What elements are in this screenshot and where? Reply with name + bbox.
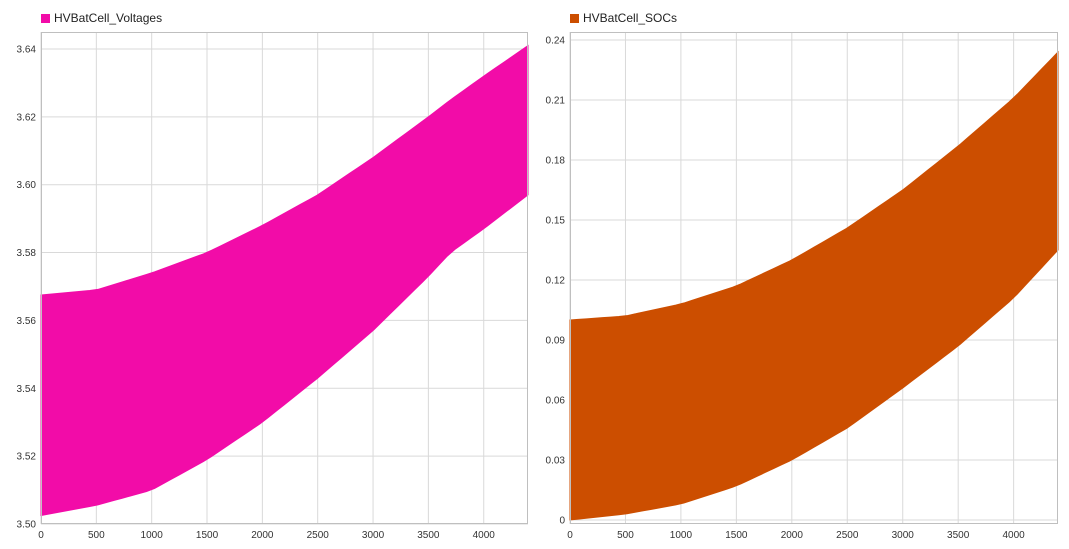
y-tick-label: 3.50 [17, 520, 37, 531]
x-tick-label: 3000 [362, 530, 385, 541]
y-tick-label: 3.64 [17, 44, 37, 55]
x-tick-label: 2500 [836, 530, 859, 541]
y-tick-label: 3.62 [17, 112, 37, 123]
x-tick-label: 1500 [196, 530, 219, 541]
plot-frame [570, 32, 1058, 524]
x-tick-label: 500 [617, 530, 634, 541]
x-tick-label: 3500 [947, 530, 970, 541]
x-tick-label: 3500 [417, 530, 440, 541]
y-tick-label: 3.58 [17, 248, 37, 259]
x-tick-label: 1500 [725, 530, 748, 541]
legend-label-socs: HVBatCell_SOCs [583, 11, 678, 25]
y-tick-label: 3.56 [17, 316, 37, 327]
socs-chart-panel: HVBatCell_SOCs 0 500 1000 1500 2000 2500 3000 3… [534, 0, 1069, 544]
voltages-chart-panel: HVBatCell_Voltages 0 500 1000 1500 2000 2500 3… [0, 0, 534, 544]
x-tick-label: 0 [38, 530, 44, 541]
y-tick-label: 0.21 [546, 96, 566, 107]
y-tick-label: 0 [559, 516, 565, 527]
y-tick-label: 3.60 [17, 180, 37, 191]
y-tick-label: 3.52 [17, 452, 37, 463]
legend[interactable]: HVBatCell_SOCs [570, 11, 677, 25]
x-tick-label: 2000 [781, 530, 804, 541]
legend-label-voltages: HVBatCell_Voltages [54, 11, 163, 25]
plot-frame [41, 32, 528, 524]
y-tick-label: 0.15 [546, 216, 566, 227]
y-tick-label: 0.18 [546, 156, 566, 167]
legend[interactable]: HVBatCell_Voltages [41, 11, 162, 25]
x-tick-label: 500 [88, 530, 105, 541]
x-tick-label: 0 [567, 530, 573, 541]
x-tick-label: 3000 [892, 530, 915, 541]
y-tick-label: 0.09 [546, 336, 566, 347]
legend-swatch-voltages [41, 13, 50, 23]
x-tick-label: 1000 [670, 530, 693, 541]
socs-chart[interactable]: 0 500 1000 1500 2000 2500 3000 3500 4000 0 0.03 0.0… [534, 0, 1069, 544]
y-tick-label: 3.54 [17, 384, 37, 395]
legend-swatch-socs [570, 13, 579, 23]
x-tick-label: 1000 [141, 530, 164, 541]
y-tick-label: 0.03 [546, 456, 566, 467]
x-tick-label: 4000 [473, 530, 496, 541]
y-tick-label: 0.12 [546, 276, 566, 287]
voltages-chart[interactable]: 0 500 1000 1500 2000 2500 3000 3500 4000 3.50 3.52… [0, 0, 534, 544]
x-tick-label: 2500 [307, 530, 330, 541]
y-tick-label: 0.24 [546, 36, 566, 47]
x-tick-label: 2000 [251, 530, 274, 541]
y-tick-label: 0.06 [546, 396, 566, 407]
x-tick-label: 4000 [1003, 530, 1026, 541]
